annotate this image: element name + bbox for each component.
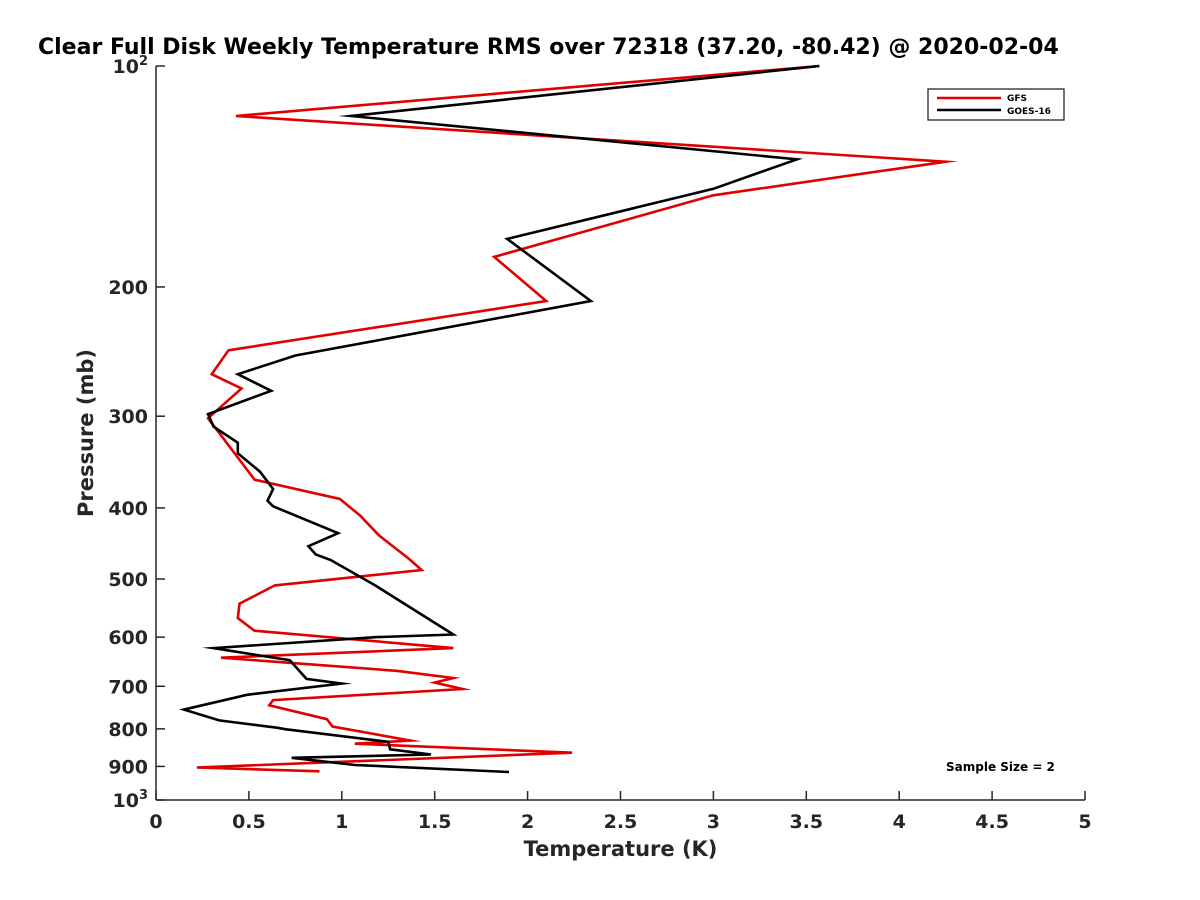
- y-tick-label: 200: [108, 277, 148, 299]
- y-tick-label: 400: [108, 498, 148, 520]
- legend-label-gfs: GFS: [1007, 94, 1027, 104]
- y-tick-label: 102: [113, 54, 149, 78]
- x-tick-label: 3: [707, 811, 720, 833]
- y-tick-label: 800: [108, 719, 148, 741]
- series-layer: [178, 64, 959, 774]
- x-tick-label: 0: [149, 811, 162, 833]
- y-tick-label: 600: [108, 627, 148, 649]
- x-tick-label: 3.5: [789, 811, 823, 833]
- y-tick-label: 103: [113, 788, 149, 812]
- x-tick-label: 1.5: [418, 811, 452, 833]
- y-axis-label: Pressure (mb): [74, 349, 98, 517]
- x-tick-label: 5: [1078, 811, 1091, 833]
- x-tick-label: 4: [893, 811, 906, 833]
- x-tick-label: 1: [335, 811, 348, 833]
- legend: GFS GOES-16: [927, 88, 1065, 121]
- x-tick-label: 0.5: [232, 811, 266, 833]
- x-tick-label: 2: [521, 811, 534, 833]
- x-ticks: 0 0.5 1 1.5 2 2.5 3 3.5 4 4.5 5: [149, 791, 1092, 833]
- y-tick-label: 700: [108, 676, 148, 698]
- legend-box: [927, 88, 1065, 121]
- chart-title: Clear Full Disk Weekly Temperature RMS o…: [38, 35, 1059, 60]
- y-tick-label: 900: [108, 756, 148, 778]
- sample-size-annotation: Sample Size = 2: [946, 760, 1055, 774]
- legend-label-goes16: GOES-16: [1007, 107, 1051, 117]
- y-ticks: 102 200 300 400 500 600 700 800 900 103: [108, 54, 165, 812]
- series-line-goes16: [178, 64, 820, 774]
- series-line-gfs: [196, 64, 959, 773]
- x-tick-label: 4.5: [975, 811, 1009, 833]
- x-tick-label: 2.5: [604, 811, 638, 833]
- y-tick-label: 300: [108, 406, 148, 428]
- y-tick-label: 500: [108, 569, 148, 591]
- x-axis-label: Temperature (K): [524, 837, 718, 861]
